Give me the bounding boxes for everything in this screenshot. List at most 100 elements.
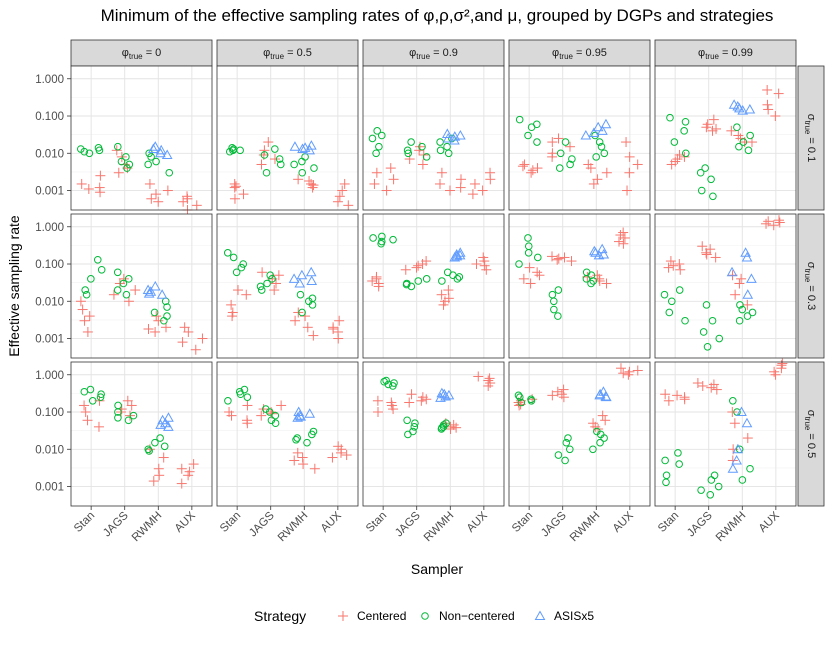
data-point [729, 396, 737, 405]
data-point [776, 363, 787, 374]
panel-background [71, 362, 212, 506]
panel-background [509, 362, 650, 506]
data-point [97, 265, 106, 274]
data-point [623, 369, 634, 380]
data-point [95, 170, 106, 181]
data-point [372, 149, 380, 158]
data-point [736, 301, 744, 309]
data-point [262, 168, 271, 177]
data-point [701, 249, 712, 260]
data-point [761, 218, 772, 229]
data-point [588, 127, 600, 137]
data-point [707, 175, 715, 184]
data-point [122, 153, 130, 161]
data-point [595, 138, 604, 146]
data-point [546, 251, 557, 262]
data-point [309, 463, 320, 474]
data-point [697, 380, 708, 391]
data-point [290, 315, 301, 326]
data-point [275, 155, 284, 163]
x-tick-label: RWMH [276, 510, 311, 545]
data-point [547, 137, 558, 148]
data-point [729, 418, 740, 429]
y-tick-label: 0.001 [35, 334, 64, 346]
data-point [269, 285, 280, 296]
facet-row-strip [797, 361, 825, 507]
data-point [191, 200, 202, 211]
y-axis-title: Effective sampling rate [6, 215, 22, 357]
data-point [230, 181, 241, 192]
data-point [118, 273, 129, 284]
x-tick-label: Stan [364, 510, 389, 535]
data-point [373, 281, 384, 292]
data-point [591, 131, 599, 140]
data-point [473, 371, 484, 382]
data-point [526, 167, 537, 178]
y-tick-label: 0.100 [35, 259, 64, 271]
facet-panel [70, 361, 213, 507]
data-point [304, 408, 316, 418]
data-point [225, 147, 234, 156]
data-point [455, 129, 466, 140]
facet-row-strip [797, 213, 825, 359]
data-point [445, 185, 456, 196]
data-point [160, 322, 171, 333]
data-point [483, 380, 494, 391]
data-point [119, 279, 128, 288]
legend-title: Strategy [254, 608, 306, 624]
panel-background [655, 66, 796, 210]
x-tick-label: AUX [173, 509, 198, 534]
data-point [556, 149, 565, 158]
y-tick-label: 0.100 [35, 407, 64, 419]
data-point [547, 390, 558, 401]
data-point [148, 476, 159, 487]
data-point [236, 390, 245, 399]
data-point [565, 445, 574, 454]
data-point [484, 373, 495, 384]
data-point [601, 167, 612, 178]
data-point [242, 418, 253, 429]
data-point [289, 141, 301, 151]
data-point [240, 385, 249, 394]
data-point [735, 142, 743, 151]
data-point [619, 232, 630, 243]
data-point [744, 146, 753, 155]
data-point [296, 290, 305, 299]
facet-panel [508, 65, 651, 211]
data-point [229, 193, 240, 204]
data-point [339, 178, 350, 189]
x-tick-label: Stan [510, 510, 535, 535]
data-point [84, 311, 95, 322]
y-tick-label: 1.000 [35, 370, 64, 382]
data-point [454, 249, 466, 260]
x-tick-label: JAGS [101, 509, 131, 539]
data-point [739, 138, 748, 146]
data-point [618, 227, 629, 238]
data-point [80, 407, 91, 418]
data-point [592, 121, 604, 132]
data-point [232, 268, 241, 277]
data-point [738, 476, 747, 484]
data-point [114, 413, 122, 422]
data-point [697, 486, 705, 494]
data-point [442, 132, 454, 143]
data-point [564, 434, 572, 442]
data-point [736, 273, 747, 284]
data-point [558, 392, 569, 403]
data-point [372, 395, 383, 406]
data-point [150, 326, 161, 337]
y-tick-label: 0.010 [35, 148, 64, 160]
data-point [144, 178, 155, 189]
data-point [224, 396, 232, 405]
data-point [524, 248, 533, 257]
data-point [97, 390, 105, 399]
data-point [124, 416, 133, 425]
data-point [562, 438, 571, 447]
facet-panel [508, 361, 651, 507]
data-point [333, 333, 344, 344]
data-point [336, 447, 347, 458]
data-point [232, 285, 243, 296]
data-point [271, 145, 279, 153]
data-point [375, 142, 383, 151]
